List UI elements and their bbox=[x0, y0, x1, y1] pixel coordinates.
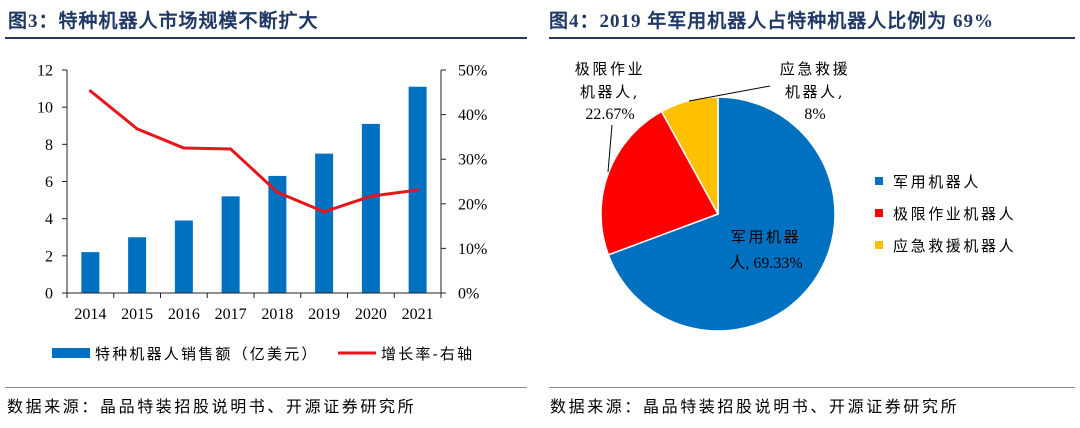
leader-line-emergency-rescue bbox=[688, 85, 771, 102]
pie-label-emergency-rescue: 应急救援 bbox=[780, 60, 850, 78]
left-y-tick-label: 12 bbox=[37, 63, 53, 80]
growth-point-2016 bbox=[182, 146, 186, 150]
legend-label-emergency-rescue: 应急救援机器人 bbox=[893, 237, 1016, 255]
right-y-tick-label: 50% bbox=[458, 63, 487, 80]
legend-bar-label: 特种机器人销售额（亿美元） bbox=[95, 345, 319, 363]
figure-4-title: 图4：2019 年军用机器人占特种机器人比例为 69% bbox=[549, 11, 995, 32]
left-y-tick-label: 0 bbox=[45, 286, 53, 303]
bar-2020 bbox=[361, 123, 380, 294]
growth-rate-line bbox=[89, 89, 418, 214]
bar-2019 bbox=[315, 153, 334, 293]
figure-4-source: 数据来源：晶品特装招股说明书、开源证券研究所 bbox=[550, 397, 960, 416]
leader-line-extreme-work bbox=[607, 124, 613, 173]
figure-3-title: 图3：特种机器人市场规模不断扩大 bbox=[8, 11, 319, 32]
growth-point-2021 bbox=[416, 188, 420, 192]
x-tick-label-2019: 2019 bbox=[308, 306, 340, 323]
growth-point-2014 bbox=[88, 89, 92, 93]
figure-3-title-rule bbox=[5, 37, 527, 39]
figure-4-title-rule bbox=[549, 37, 1075, 39]
figure-4-source-rule bbox=[549, 387, 1075, 388]
x-tick-label-2014: 2014 bbox=[74, 306, 106, 323]
left-y-tick-label: 6 bbox=[45, 174, 53, 191]
right-y-tick-label: 10% bbox=[458, 241, 487, 258]
pie-label-military: 军用机器 bbox=[731, 228, 801, 246]
growth-point-2019 bbox=[322, 210, 326, 214]
pie-label-extreme-work: 22.67% bbox=[585, 106, 634, 123]
right-y-tick-label: 20% bbox=[458, 196, 487, 213]
bar-2018 bbox=[268, 175, 287, 293]
pie-slice-emergency-rescue bbox=[660, 96, 719, 215]
bar-2014 bbox=[81, 252, 100, 293]
pie-label-extreme-work: 极限作业 bbox=[575, 60, 645, 78]
right-y-tick-label: 30% bbox=[458, 152, 487, 169]
legend-line-label: 增长率-右轴 bbox=[381, 345, 474, 363]
bar-2017 bbox=[221, 196, 240, 293]
pie-label-emergency-rescue: 8% bbox=[804, 106, 825, 123]
x-tick-label-2017: 2017 bbox=[215, 306, 247, 323]
x-tick-label-2018: 2018 bbox=[261, 306, 293, 323]
x-tick-label-2015: 2015 bbox=[121, 306, 153, 323]
x-tick-label-2021: 2021 bbox=[402, 306, 434, 323]
right-y-tick-label: 0% bbox=[458, 286, 479, 303]
legend-label-military: 军用机器人 bbox=[893, 173, 981, 191]
left-y-tick-label: 4 bbox=[45, 211, 53, 228]
bar-2016 bbox=[174, 220, 193, 293]
growth-point-2015 bbox=[135, 127, 139, 131]
legend-label-extreme-work: 极限作业机器人 bbox=[893, 205, 1016, 223]
growth-point-2020 bbox=[369, 194, 373, 198]
growth-point-2018 bbox=[275, 190, 279, 194]
pie-chart: 军用机器人, 69.33% 极限作业机器人, 22.67% 应急救援机器人, 8% 军用机… bbox=[575, 60, 1016, 332]
figure-3-source-rule bbox=[5, 387, 527, 388]
right-y-tick-label: 40% bbox=[458, 107, 487, 124]
growth-point-2017 bbox=[229, 147, 233, 151]
left-y-tick-label: 8 bbox=[45, 137, 53, 154]
pie-slice-extreme-work bbox=[600, 110, 720, 256]
pie-label-emergency-rescue: 机器人, bbox=[785, 83, 845, 101]
x-tick-label-2020: 2020 bbox=[355, 306, 387, 323]
pie-label-extreme-work: 机器人, bbox=[580, 83, 640, 101]
bar-2015 bbox=[128, 237, 147, 293]
legend-swatch-military bbox=[875, 177, 883, 185]
legend-swatch-extreme-work bbox=[875, 209, 883, 217]
legend-bar-swatch bbox=[52, 348, 90, 358]
left-y-tick-label: 2 bbox=[45, 248, 53, 265]
legend-swatch-emergency-rescue bbox=[875, 241, 883, 249]
bar-line-chart: 0 2 4 6 8 10 12 0% 10% 20% 30% 40% 50% 2014 2015 2016 20… bbox=[37, 63, 487, 364]
pie-slice-military bbox=[607, 96, 836, 332]
figure-3-source: 数据来源：晶品特装招股说明书、开源证券研究所 bbox=[7, 397, 417, 416]
x-tick-label-2016: 2016 bbox=[168, 306, 200, 323]
left-y-tick-label: 10 bbox=[37, 100, 53, 117]
pie-label-military: 人, 69.33% bbox=[729, 254, 802, 272]
